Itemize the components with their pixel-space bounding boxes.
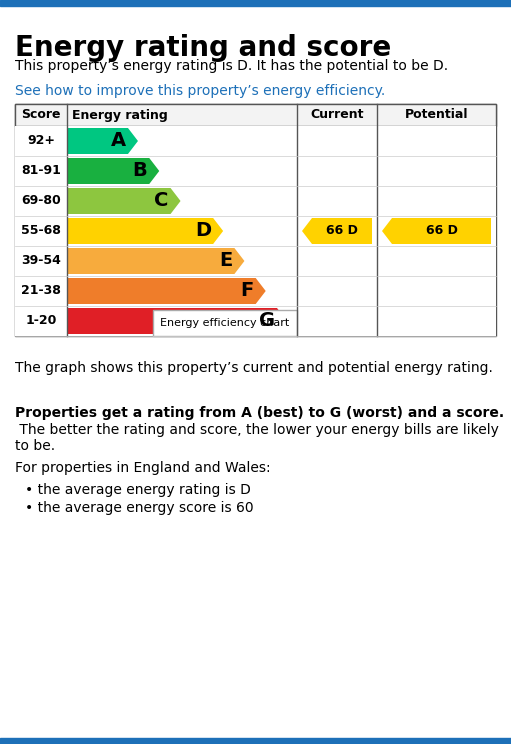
Bar [15,104,496,126]
Polygon shape [382,218,491,244]
Bar [15,126,496,156]
Text: B: B [132,161,147,181]
Text: A: A [111,132,126,150]
Polygon shape [67,278,266,304]
Bar [0,0,511,6]
Bar [15,104,496,336]
Polygon shape [67,188,180,214]
Bar [15,156,496,186]
Text: 81-91: 81-91 [21,164,61,178]
Polygon shape [67,248,244,274]
Text: Score: Score [21,109,61,121]
Text: Energy rating: Energy rating [72,109,168,121]
Text: 1-20: 1-20 [26,315,57,327]
Text: • the average energy rating is D: • the average energy rating is D [25,483,251,497]
Polygon shape [67,128,138,154]
Text: Properties get a rating from A (best) to G (worst) and a score.: Properties get a rating from A (best) to… [15,406,504,420]
Text: 92+: 92+ [27,135,55,147]
FancyBboxPatch shape [153,310,297,336]
Bar [15,246,496,276]
Bar [0,738,511,744]
Polygon shape [67,308,287,334]
Text: C: C [154,191,169,211]
Bar [15,306,496,336]
Text: 66 D: 66 D [326,225,358,237]
Text: 55-68: 55-68 [21,225,61,237]
Text: 39-54: 39-54 [21,254,61,268]
Text: The graph shows this property’s current and potential energy rating.: The graph shows this property’s current … [15,361,493,375]
Polygon shape [67,158,159,184]
Text: Energy efficiency chart: Energy efficiency chart [160,318,290,328]
Text: Potential: Potential [405,109,468,121]
Text: This property’s energy rating is D. It has the potential to be D.: This property’s energy rating is D. It h… [15,59,448,73]
Text: 21-38: 21-38 [21,284,61,298]
Text: E: E [219,251,233,271]
Text: See how to improve this property’s energy efficiency.: See how to improve this property’s energ… [15,84,385,98]
Text: G: G [259,312,275,330]
Text: D: D [195,222,211,240]
Text: The better the rating and score, the lower your energy bills are likely to be.: The better the rating and score, the low… [15,423,499,453]
Bar [15,186,496,216]
Text: Current: Current [310,109,364,121]
Text: For properties in England and Wales:: For properties in England and Wales: [15,461,271,475]
Polygon shape [67,218,223,244]
Bar [15,276,496,306]
Polygon shape [302,218,372,244]
Text: Energy rating and score: Energy rating and score [15,34,391,62]
Text: 69-80: 69-80 [21,194,61,208]
Text: F: F [241,281,253,301]
Text: 66 D: 66 D [426,225,457,237]
Bar [15,216,496,246]
Text: • the average energy score is 60: • the average energy score is 60 [25,501,253,515]
